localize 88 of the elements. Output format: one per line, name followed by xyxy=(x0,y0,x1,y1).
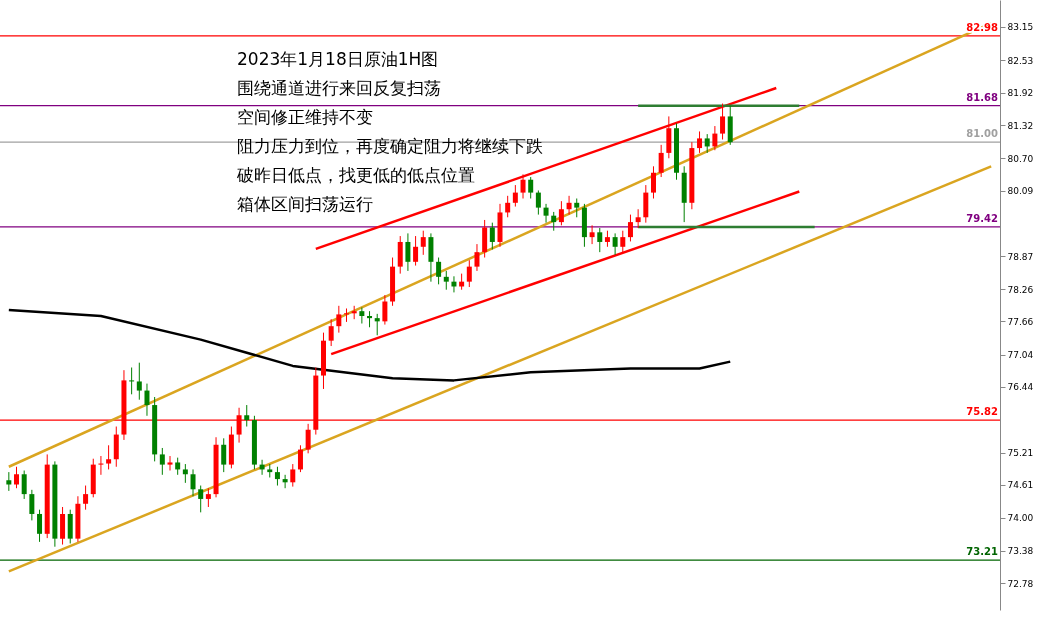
candlestick xyxy=(405,232,411,272)
candlestick xyxy=(129,367,135,395)
y-tick-label: 72.78 xyxy=(1007,578,1034,589)
candlestick xyxy=(37,509,43,543)
candlestick xyxy=(543,203,549,224)
candlestick xyxy=(144,383,150,417)
y-tick-label: 77.04 xyxy=(1007,350,1034,361)
candlestick xyxy=(704,133,710,154)
y-tick-label: 81.92 xyxy=(1007,88,1034,99)
candlestick xyxy=(29,489,35,521)
candlestick xyxy=(635,208,641,229)
candlestick xyxy=(658,144,664,178)
y-tick-label: 75.21 xyxy=(1007,448,1034,459)
ref-line-label: 75.82 xyxy=(966,406,999,418)
candlestick xyxy=(382,294,388,326)
candlestick xyxy=(413,235,419,267)
annotation: 阻力压力到位，再度确定阻力将继续下跌 xyxy=(237,136,543,156)
candlestick xyxy=(305,423,311,454)
candlestick xyxy=(528,176,534,199)
candlestick xyxy=(512,184,518,208)
candlestick xyxy=(98,455,104,476)
candlestick xyxy=(297,444,303,473)
candlestick xyxy=(558,200,564,226)
annotation: 破昨日低点，找更低的低点位置 xyxy=(236,165,475,185)
annotation: 空间修正维持不变 xyxy=(237,107,373,127)
y-tick-label: 83.15 xyxy=(1007,22,1034,33)
candlestick xyxy=(159,447,165,476)
ref-line-label: 73.21 xyxy=(966,546,999,558)
candlestick xyxy=(83,485,89,511)
candlestick xyxy=(6,471,12,492)
text: 2023年1月18日原油1H图 xyxy=(237,49,439,69)
y-tick-label: 82.53 xyxy=(1007,55,1034,66)
annotation: 围绕通道进行来回反复扫荡 xyxy=(237,78,441,98)
ref-line-label: 81.68 xyxy=(966,91,999,103)
candlestick xyxy=(520,173,526,199)
candlestick xyxy=(420,230,426,256)
candlestick xyxy=(205,487,211,508)
candlestick xyxy=(167,455,173,472)
candlestick xyxy=(374,313,380,336)
y-tick-label: 80.09 xyxy=(1007,186,1034,197)
candlestick xyxy=(489,222,495,250)
candlestick xyxy=(712,125,718,151)
candlestick xyxy=(474,243,480,272)
candlestick xyxy=(697,130,703,154)
candlestick xyxy=(589,224,595,245)
candlestick xyxy=(359,306,365,325)
candlestick xyxy=(21,470,27,500)
candlestick xyxy=(244,404,250,428)
candlestick xyxy=(551,211,557,232)
candlestick xyxy=(14,466,20,489)
line-series xyxy=(7,308,732,382)
candlestick xyxy=(221,437,227,473)
candlestick xyxy=(574,198,580,218)
candlestick xyxy=(612,232,618,256)
candlestick xyxy=(566,195,572,216)
candlestick xyxy=(106,444,112,470)
candlestick xyxy=(198,485,204,513)
candlestick xyxy=(190,468,196,497)
candlestick xyxy=(535,189,541,216)
candlestick xyxy=(182,463,188,484)
candlestick xyxy=(328,318,334,347)
candlestick xyxy=(136,362,142,401)
candlestick xyxy=(344,307,350,323)
y-tick-label: 77.66 xyxy=(1007,316,1034,327)
candlestick xyxy=(336,305,342,334)
candlestick xyxy=(274,466,280,487)
y-tick-label: 74.61 xyxy=(1007,480,1034,491)
candlestick xyxy=(505,195,511,218)
candlestick xyxy=(720,103,726,140)
candlestick xyxy=(290,463,296,488)
y-tick-label: 76.44 xyxy=(1007,382,1034,393)
candlestick xyxy=(597,227,603,253)
candlestick xyxy=(620,230,626,253)
y-tick-label: 74.00 xyxy=(1007,513,1034,524)
y-tick-label: 81.32 xyxy=(1007,120,1034,131)
y-tick-label: 73.38 xyxy=(1007,546,1034,557)
y-tick-label: 78.87 xyxy=(1007,251,1034,262)
candlestick xyxy=(466,259,472,288)
candlestick xyxy=(650,165,656,199)
ref-line-label: 79.42 xyxy=(966,212,999,224)
ref-line-label: 81.00 xyxy=(966,128,999,140)
annotation: 箱体区间扫荡运行 xyxy=(237,194,373,214)
y-tick-label: 80.70 xyxy=(1007,153,1034,164)
candlestick xyxy=(436,257,442,285)
candlestick xyxy=(443,270,449,291)
candlestick xyxy=(627,214,633,242)
candlestick xyxy=(282,474,288,489)
y-tick-label: 78.26 xyxy=(1007,284,1034,295)
